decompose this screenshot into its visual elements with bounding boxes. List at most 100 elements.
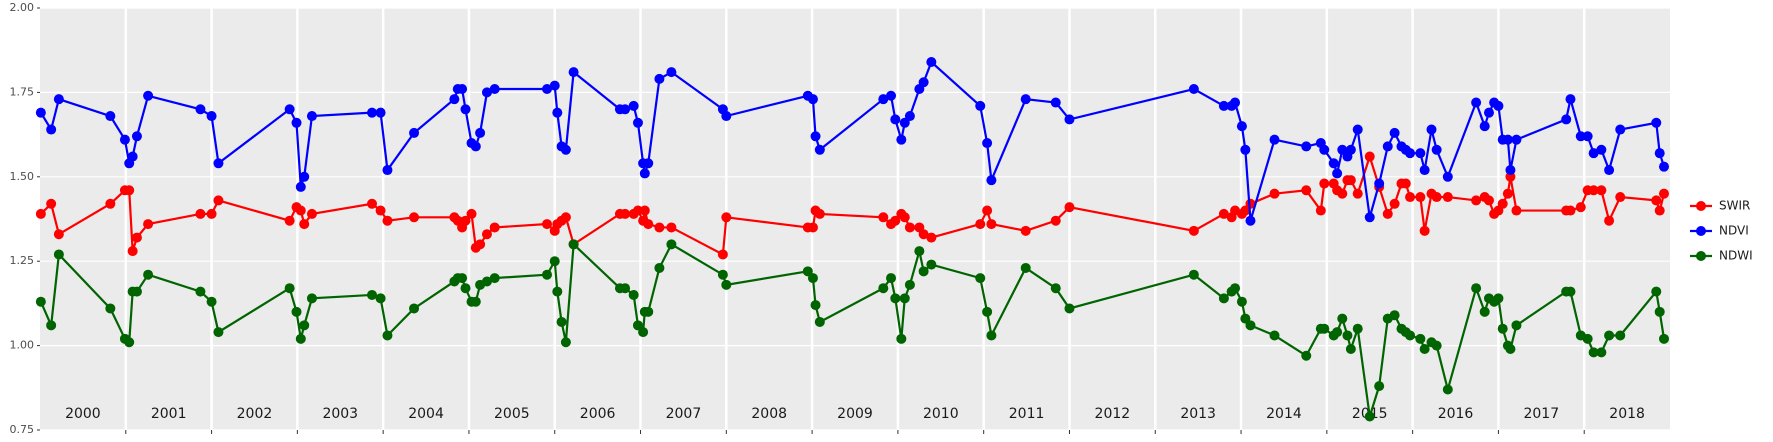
- point: [1426, 124, 1437, 135]
- point: [1511, 205, 1522, 216]
- point: [632, 117, 643, 128]
- point: [1301, 185, 1312, 196]
- point: [1050, 215, 1061, 226]
- point: [470, 296, 481, 307]
- point: [1419, 225, 1430, 236]
- point: [460, 215, 471, 226]
- point: [1319, 178, 1330, 189]
- year-label: 2016: [1438, 406, 1474, 422]
- point: [982, 306, 993, 317]
- legend-key-point: [1696, 201, 1706, 211]
- point: [1596, 185, 1607, 196]
- point: [105, 111, 116, 122]
- point: [1364, 151, 1375, 162]
- point: [105, 303, 116, 314]
- point: [1575, 131, 1586, 142]
- point: [1415, 192, 1426, 203]
- point: [1405, 192, 1416, 203]
- point: [460, 283, 471, 294]
- point: [1604, 215, 1615, 226]
- point: [213, 195, 224, 206]
- point: [1301, 141, 1312, 152]
- point: [654, 73, 665, 84]
- point: [666, 239, 677, 250]
- point: [918, 266, 929, 277]
- point: [560, 337, 571, 348]
- year-label: 2013: [1180, 406, 1216, 422]
- year-label: 2007: [666, 406, 702, 422]
- point: [975, 219, 986, 230]
- point: [899, 212, 910, 223]
- point: [549, 256, 560, 267]
- point: [375, 205, 386, 216]
- point: [560, 144, 571, 155]
- year-label: 2009: [837, 406, 873, 422]
- year-label: 2002: [237, 406, 273, 422]
- point: [46, 320, 57, 331]
- point: [899, 293, 910, 304]
- point: [1345, 144, 1356, 155]
- point: [1575, 202, 1586, 213]
- point: [1236, 121, 1247, 132]
- point: [53, 249, 64, 260]
- point: [489, 84, 500, 95]
- legend-label: NDVI: [1719, 224, 1749, 238]
- point: [904, 279, 915, 290]
- y-tick-label: 1.00: [10, 339, 35, 352]
- point: [620, 104, 631, 115]
- point: [1511, 320, 1522, 331]
- point: [914, 246, 925, 257]
- point: [918, 77, 929, 88]
- point: [878, 212, 889, 223]
- point: [639, 205, 650, 216]
- point: [542, 269, 553, 280]
- point: [1505, 343, 1516, 354]
- point: [481, 87, 492, 98]
- point: [814, 316, 825, 327]
- point: [549, 80, 560, 91]
- year-label: 2001: [151, 406, 187, 422]
- year-label: 2011: [1009, 406, 1045, 422]
- point: [1658, 161, 1669, 172]
- point: [35, 296, 46, 307]
- point: [721, 212, 732, 223]
- point: [206, 296, 217, 307]
- point: [1493, 100, 1504, 111]
- point: [926, 232, 937, 243]
- point: [878, 283, 889, 294]
- point: [1502, 134, 1513, 145]
- point: [1188, 269, 1199, 280]
- point: [896, 134, 907, 145]
- year-label: 2004: [408, 406, 444, 422]
- point: [620, 208, 631, 219]
- point: [213, 158, 224, 169]
- point: [810, 300, 821, 311]
- point: [1050, 283, 1061, 294]
- point: [53, 94, 64, 105]
- point: [1188, 84, 1199, 95]
- point: [1337, 144, 1348, 155]
- point: [899, 117, 910, 128]
- point: [1588, 148, 1599, 159]
- point: [1342, 330, 1353, 341]
- year-label: 2018: [1609, 406, 1645, 422]
- point: [552, 107, 563, 118]
- point: [1245, 320, 1256, 331]
- point: [1415, 333, 1426, 344]
- point: [1389, 198, 1400, 209]
- point: [1301, 350, 1312, 361]
- point: [131, 232, 142, 243]
- y-tick-label: 1.25: [10, 254, 35, 267]
- point: [918, 229, 929, 240]
- point: [1442, 192, 1453, 203]
- point: [1651, 117, 1662, 128]
- point: [127, 246, 138, 257]
- point: [46, 124, 57, 135]
- point: [295, 333, 306, 344]
- year-label: 2017: [1523, 406, 1559, 422]
- point: [1364, 212, 1375, 223]
- point: [124, 337, 135, 348]
- point: [1658, 333, 1669, 344]
- point: [975, 100, 986, 111]
- point: [1230, 283, 1241, 294]
